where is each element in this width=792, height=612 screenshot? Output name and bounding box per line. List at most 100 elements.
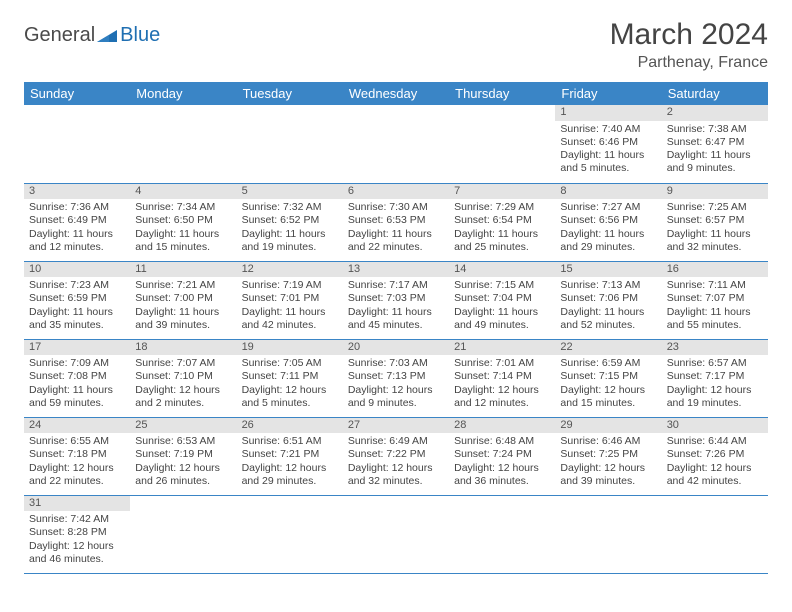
weekday-header: Saturday — [662, 82, 768, 105]
sunrise-text: Sunrise: 7:27 AM — [560, 201, 656, 214]
daylight-text: Daylight: 11 hours and 55 minutes. — [667, 306, 763, 332]
day-body: Sunrise: 6:55 AMSunset: 7:18 PMDaylight:… — [24, 433, 130, 491]
calendar-day-cell: 7Sunrise: 7:29 AMSunset: 6:54 PMDaylight… — [449, 183, 555, 261]
day-number: 9 — [662, 184, 768, 200]
day-body: Sunrise: 6:51 AMSunset: 7:21 PMDaylight:… — [237, 433, 343, 491]
daylight-text: Daylight: 11 hours and 9 minutes. — [667, 149, 763, 175]
sunset-text: Sunset: 6:56 PM — [560, 214, 656, 227]
sunset-text: Sunset: 7:24 PM — [454, 448, 550, 461]
daylight-text: Daylight: 11 hours and 22 minutes. — [348, 228, 444, 254]
calendar-week-row: 17Sunrise: 7:09 AMSunset: 7:08 PMDayligh… — [24, 339, 768, 417]
sunset-text: Sunset: 6:59 PM — [29, 292, 125, 305]
sunrise-text: Sunrise: 6:51 AM — [242, 435, 338, 448]
day-number: 20 — [343, 340, 449, 356]
calendar-day-cell: 4Sunrise: 7:34 AMSunset: 6:50 PMDaylight… — [130, 183, 236, 261]
daylight-text: Daylight: 12 hours and 36 minutes. — [454, 462, 550, 488]
sunset-text: Sunset: 7:13 PM — [348, 370, 444, 383]
sunrise-text: Sunrise: 7:36 AM — [29, 201, 125, 214]
day-body: Sunrise: 6:59 AMSunset: 7:15 PMDaylight:… — [555, 355, 661, 413]
daylight-text: Daylight: 12 hours and 12 minutes. — [454, 384, 550, 410]
sunset-text: Sunset: 7:18 PM — [29, 448, 125, 461]
sunset-text: Sunset: 7:15 PM — [560, 370, 656, 383]
calendar-day-cell: 24Sunrise: 6:55 AMSunset: 7:18 PMDayligh… — [24, 417, 130, 495]
day-number: 7 — [449, 184, 555, 200]
sunset-text: Sunset: 8:28 PM — [29, 526, 125, 539]
daylight-text: Daylight: 12 hours and 42 minutes. — [667, 462, 763, 488]
day-number: 22 — [555, 340, 661, 356]
sunrise-text: Sunrise: 6:57 AM — [667, 357, 763, 370]
sunrise-text: Sunrise: 7:42 AM — [29, 513, 125, 526]
sunset-text: Sunset: 6:52 PM — [242, 214, 338, 227]
calendar-day-cell: 9Sunrise: 7:25 AMSunset: 6:57 PMDaylight… — [662, 183, 768, 261]
daylight-text: Daylight: 12 hours and 39 minutes. — [560, 462, 656, 488]
calendar-day-cell: 2Sunrise: 7:38 AMSunset: 6:47 PMDaylight… — [662, 105, 768, 183]
day-body: Sunrise: 7:21 AMSunset: 7:00 PMDaylight:… — [130, 277, 236, 335]
daylight-text: Daylight: 12 hours and 5 minutes. — [242, 384, 338, 410]
day-body: Sunrise: 7:17 AMSunset: 7:03 PMDaylight:… — [343, 277, 449, 335]
day-number: 24 — [24, 418, 130, 434]
day-number: 18 — [130, 340, 236, 356]
sunset-text: Sunset: 6:46 PM — [560, 136, 656, 149]
day-body: Sunrise: 6:44 AMSunset: 7:26 PMDaylight:… — [662, 433, 768, 491]
sunrise-text: Sunrise: 7:34 AM — [135, 201, 231, 214]
day-body: Sunrise: 7:32 AMSunset: 6:52 PMDaylight:… — [237, 199, 343, 257]
sunrise-text: Sunrise: 6:59 AM — [560, 357, 656, 370]
day-body: Sunrise: 7:23 AMSunset: 6:59 PMDaylight:… — [24, 277, 130, 335]
calendar-day-cell: 30Sunrise: 6:44 AMSunset: 7:26 PMDayligh… — [662, 417, 768, 495]
sunrise-text: Sunrise: 6:55 AM — [29, 435, 125, 448]
title-block: March 2024 Parthenay, France — [610, 18, 768, 72]
sunrise-text: Sunrise: 7:23 AM — [29, 279, 125, 292]
calendar-day-cell: 26Sunrise: 6:51 AMSunset: 7:21 PMDayligh… — [237, 417, 343, 495]
day-body: Sunrise: 6:49 AMSunset: 7:22 PMDaylight:… — [343, 433, 449, 491]
weekday-header: Thursday — [449, 82, 555, 105]
sunrise-text: Sunrise: 6:49 AM — [348, 435, 444, 448]
day-number: 4 — [130, 184, 236, 200]
sunset-text: Sunset: 7:19 PM — [135, 448, 231, 461]
daylight-text: Daylight: 11 hours and 25 minutes. — [454, 228, 550, 254]
daylight-text: Daylight: 12 hours and 19 minutes. — [667, 384, 763, 410]
daylight-text: Daylight: 12 hours and 2 minutes. — [135, 384, 231, 410]
calendar-day-cell: 18Sunrise: 7:07 AMSunset: 7:10 PMDayligh… — [130, 339, 236, 417]
day-number: 21 — [449, 340, 555, 356]
day-body: Sunrise: 7:40 AMSunset: 6:46 PMDaylight:… — [555, 121, 661, 179]
calendar-day-cell: 13Sunrise: 7:17 AMSunset: 7:03 PMDayligh… — [343, 261, 449, 339]
day-number: 6 — [343, 184, 449, 200]
day-body: Sunrise: 7:09 AMSunset: 7:08 PMDaylight:… — [24, 355, 130, 413]
day-body: Sunrise: 7:13 AMSunset: 7:06 PMDaylight:… — [555, 277, 661, 335]
calendar-day-cell: 6Sunrise: 7:30 AMSunset: 6:53 PMDaylight… — [343, 183, 449, 261]
calendar-empty-cell — [343, 495, 449, 573]
sunset-text: Sunset: 7:07 PM — [667, 292, 763, 305]
sunset-text: Sunset: 6:53 PM — [348, 214, 444, 227]
day-body: Sunrise: 7:05 AMSunset: 7:11 PMDaylight:… — [237, 355, 343, 413]
daylight-text: Daylight: 11 hours and 45 minutes. — [348, 306, 444, 332]
day-body: Sunrise: 7:07 AMSunset: 7:10 PMDaylight:… — [130, 355, 236, 413]
day-body: Sunrise: 7:30 AMSunset: 6:53 PMDaylight:… — [343, 199, 449, 257]
day-number: 27 — [343, 418, 449, 434]
calendar-week-row: 31Sunrise: 7:42 AMSunset: 8:28 PMDayligh… — [24, 495, 768, 573]
calendar-day-cell: 27Sunrise: 6:49 AMSunset: 7:22 PMDayligh… — [343, 417, 449, 495]
sunset-text: Sunset: 7:22 PM — [348, 448, 444, 461]
day-body: Sunrise: 7:29 AMSunset: 6:54 PMDaylight:… — [449, 199, 555, 257]
day-body: Sunrise: 7:19 AMSunset: 7:01 PMDaylight:… — [237, 277, 343, 335]
weekday-header: Friday — [555, 82, 661, 105]
calendar-empty-cell — [555, 495, 661, 573]
calendar-day-cell: 15Sunrise: 7:13 AMSunset: 7:06 PMDayligh… — [555, 261, 661, 339]
day-body: Sunrise: 7:36 AMSunset: 6:49 PMDaylight:… — [24, 199, 130, 257]
day-number: 8 — [555, 184, 661, 200]
sunrise-text: Sunrise: 6:48 AM — [454, 435, 550, 448]
logo-text-2: Blue — [120, 24, 160, 47]
sunrise-text: Sunrise: 7:09 AM — [29, 357, 125, 370]
calendar-page: General Blue March 2024 Parthenay, Franc… — [0, 0, 792, 592]
day-number: 30 — [662, 418, 768, 434]
sunrise-text: Sunrise: 7:01 AM — [454, 357, 550, 370]
weekday-header: Monday — [130, 82, 236, 105]
sunrise-text: Sunrise: 7:03 AM — [348, 357, 444, 370]
sunrise-text: Sunrise: 7:11 AM — [667, 279, 763, 292]
sunset-text: Sunset: 7:17 PM — [667, 370, 763, 383]
sunrise-text: Sunrise: 7:30 AM — [348, 201, 444, 214]
day-number: 3 — [24, 184, 130, 200]
sunset-text: Sunset: 7:03 PM — [348, 292, 444, 305]
calendar-empty-cell — [130, 495, 236, 573]
calendar-day-cell: 29Sunrise: 6:46 AMSunset: 7:25 PMDayligh… — [555, 417, 661, 495]
day-body: Sunrise: 6:48 AMSunset: 7:24 PMDaylight:… — [449, 433, 555, 491]
